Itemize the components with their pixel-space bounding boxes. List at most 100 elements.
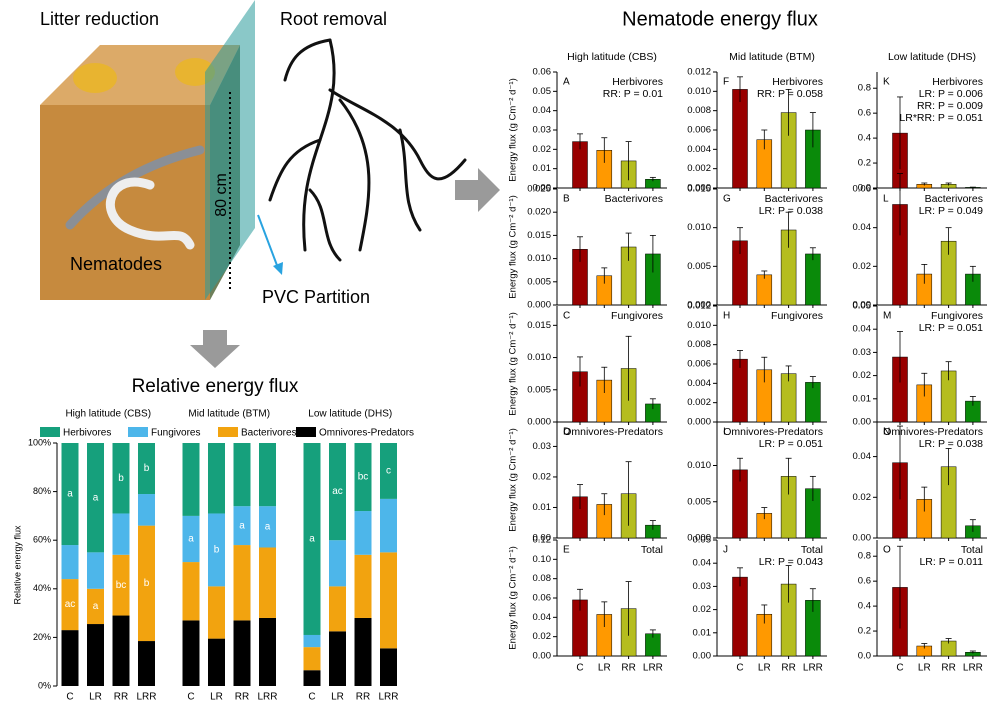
stacked-bar: [138, 641, 155, 686]
group-title: Low latitude (DHS): [308, 409, 392, 420]
y-tick-label: 0.03: [693, 581, 712, 592]
x-tick-label: LRR: [963, 663, 983, 674]
y-tick-label: 0.2: [858, 158, 871, 169]
y-axis-label: Energy flux (g Cm⁻² d⁻¹): [508, 312, 519, 415]
y-tick-label: 0.0: [858, 651, 871, 662]
stacked-bar: [303, 634, 321, 648]
stacked-bar: [112, 615, 130, 686]
y-tick-label: 0.010: [687, 222, 711, 233]
y-tick-label: 0.015: [687, 184, 711, 195]
y-tick-label: 0.04: [693, 558, 712, 569]
y-tick-label: 0.005: [687, 261, 711, 272]
y-tick-label: 0.000: [687, 533, 711, 544]
arrow-down: [190, 330, 240, 368]
legend-swatch: [128, 427, 148, 437]
stat-text: LR: P = 0.011: [919, 556, 983, 568]
y-tick-label: 0.05: [693, 535, 712, 546]
leaf: [73, 63, 117, 93]
panel-title: Omnivores-Predators: [883, 426, 983, 438]
stacked-bar: [354, 617, 372, 686]
bar: [805, 253, 821, 306]
stacked-bar: [233, 443, 251, 507]
stacked-bar: [233, 620, 251, 686]
stacked-bar: [208, 443, 225, 514]
x-tick-label: RR: [356, 692, 370, 703]
stacked-bar: [112, 554, 130, 616]
illustration: Litter reduction Root removal 80 cm Nema…: [40, 0, 467, 307]
x-tick-label: C: [308, 692, 315, 703]
stacked-bar: [380, 552, 397, 649]
y-tick-label: 0.02: [853, 261, 872, 272]
y-tick-label: 0.00: [533, 183, 552, 194]
y-tick-label: 0.04: [853, 324, 872, 335]
y-tick-label: 0.006: [687, 125, 711, 136]
y-tick-label: 0.010: [687, 320, 711, 331]
significance-letter: a: [309, 534, 315, 545]
y-tick-label: 0.6: [858, 576, 871, 587]
y-tick-label: 0.4: [858, 133, 871, 144]
y-tick-label: 0.004: [687, 144, 711, 155]
y-tick-label: 0.005: [687, 496, 711, 507]
y-tick-label: 0.04: [533, 612, 552, 623]
stacked-bar: [208, 638, 225, 686]
illustration-label: Root removal: [280, 9, 387, 29]
x-tick-label: LR: [918, 663, 931, 674]
stacked-bar: [259, 617, 276, 686]
x-tick-label: LR: [89, 692, 102, 703]
panel-letter: J: [723, 545, 728, 556]
y-tick-label: 40%: [33, 583, 51, 593]
panel-title: Herbivores: [772, 76, 823, 88]
y-tick-label: 0.02: [533, 144, 552, 155]
bar: [805, 382, 821, 423]
x-tick-label: LRR: [643, 663, 663, 674]
panel-title: Total: [801, 544, 823, 556]
stat-text: LR: P = 0.006: [919, 88, 983, 100]
roots: [268, 38, 467, 262]
panel-title: Herbivores: [932, 76, 983, 88]
panel-title: Omnivores-Predators: [723, 426, 823, 438]
significance-letter: ac: [332, 486, 343, 497]
y-tick-label: 0.00: [853, 417, 872, 428]
y-tick-label: 0.08: [533, 573, 552, 584]
y-tick-label: 100%: [28, 437, 51, 447]
group-title: Mid latitude (BTM): [188, 409, 270, 420]
y-tick-label: 60%: [33, 535, 51, 545]
y-tick-label: 0.00: [533, 651, 552, 662]
arrow-right: [455, 168, 500, 212]
y-tick-label: 0.2: [858, 626, 871, 637]
significance-letter: a: [93, 601, 99, 612]
panel-title: Fungivores: [931, 310, 983, 322]
panel-letter: I: [723, 427, 726, 438]
y-tick-label: 0.05: [533, 86, 552, 97]
y-axis-label: Energy flux (g Cm⁻² d⁻¹): [508, 428, 519, 531]
stacked-bar: [233, 545, 251, 621]
y-tick-label: 0.00: [853, 300, 872, 311]
panel-letter: K: [883, 77, 890, 88]
legend-label: Herbivores: [63, 428, 111, 439]
panel-title: Total: [961, 544, 983, 556]
stat-text: LR: P = 0.038: [919, 438, 983, 450]
significance-letter: b: [214, 545, 220, 556]
y-axis-label: Energy flux (g Cm⁻² d⁻¹): [508, 195, 519, 298]
y-tick-label: 0.012: [687, 67, 711, 78]
x-tick-label: C: [66, 692, 73, 703]
y-tick-label: 0.03: [533, 125, 552, 136]
y-tick-label: 0.000: [687, 417, 711, 428]
y-tick-label: 0.00: [693, 651, 712, 662]
panel-title: Bacterivores: [765, 193, 823, 205]
stacked-bar: [61, 630, 79, 686]
y-tick-label: 0.01: [533, 502, 552, 513]
y-tick-label: 0.12: [533, 535, 552, 546]
y-tick-label: 0.01: [693, 627, 712, 638]
x-tick-label: C: [736, 663, 743, 674]
significance-letter: b: [144, 578, 150, 589]
group-title: High latitude (CBS): [65, 409, 151, 420]
x-tick-label: RR: [621, 663, 635, 674]
y-tick-label: 0.10: [533, 554, 552, 565]
y-tick-label: 0.04: [853, 222, 872, 233]
y-tick-label: 0.8: [858, 551, 871, 562]
column-title: High latitude (CBS): [567, 51, 657, 63]
stacked-bar: [354, 443, 372, 512]
stacked-bar: [138, 525, 155, 642]
legend-swatch: [296, 427, 316, 437]
